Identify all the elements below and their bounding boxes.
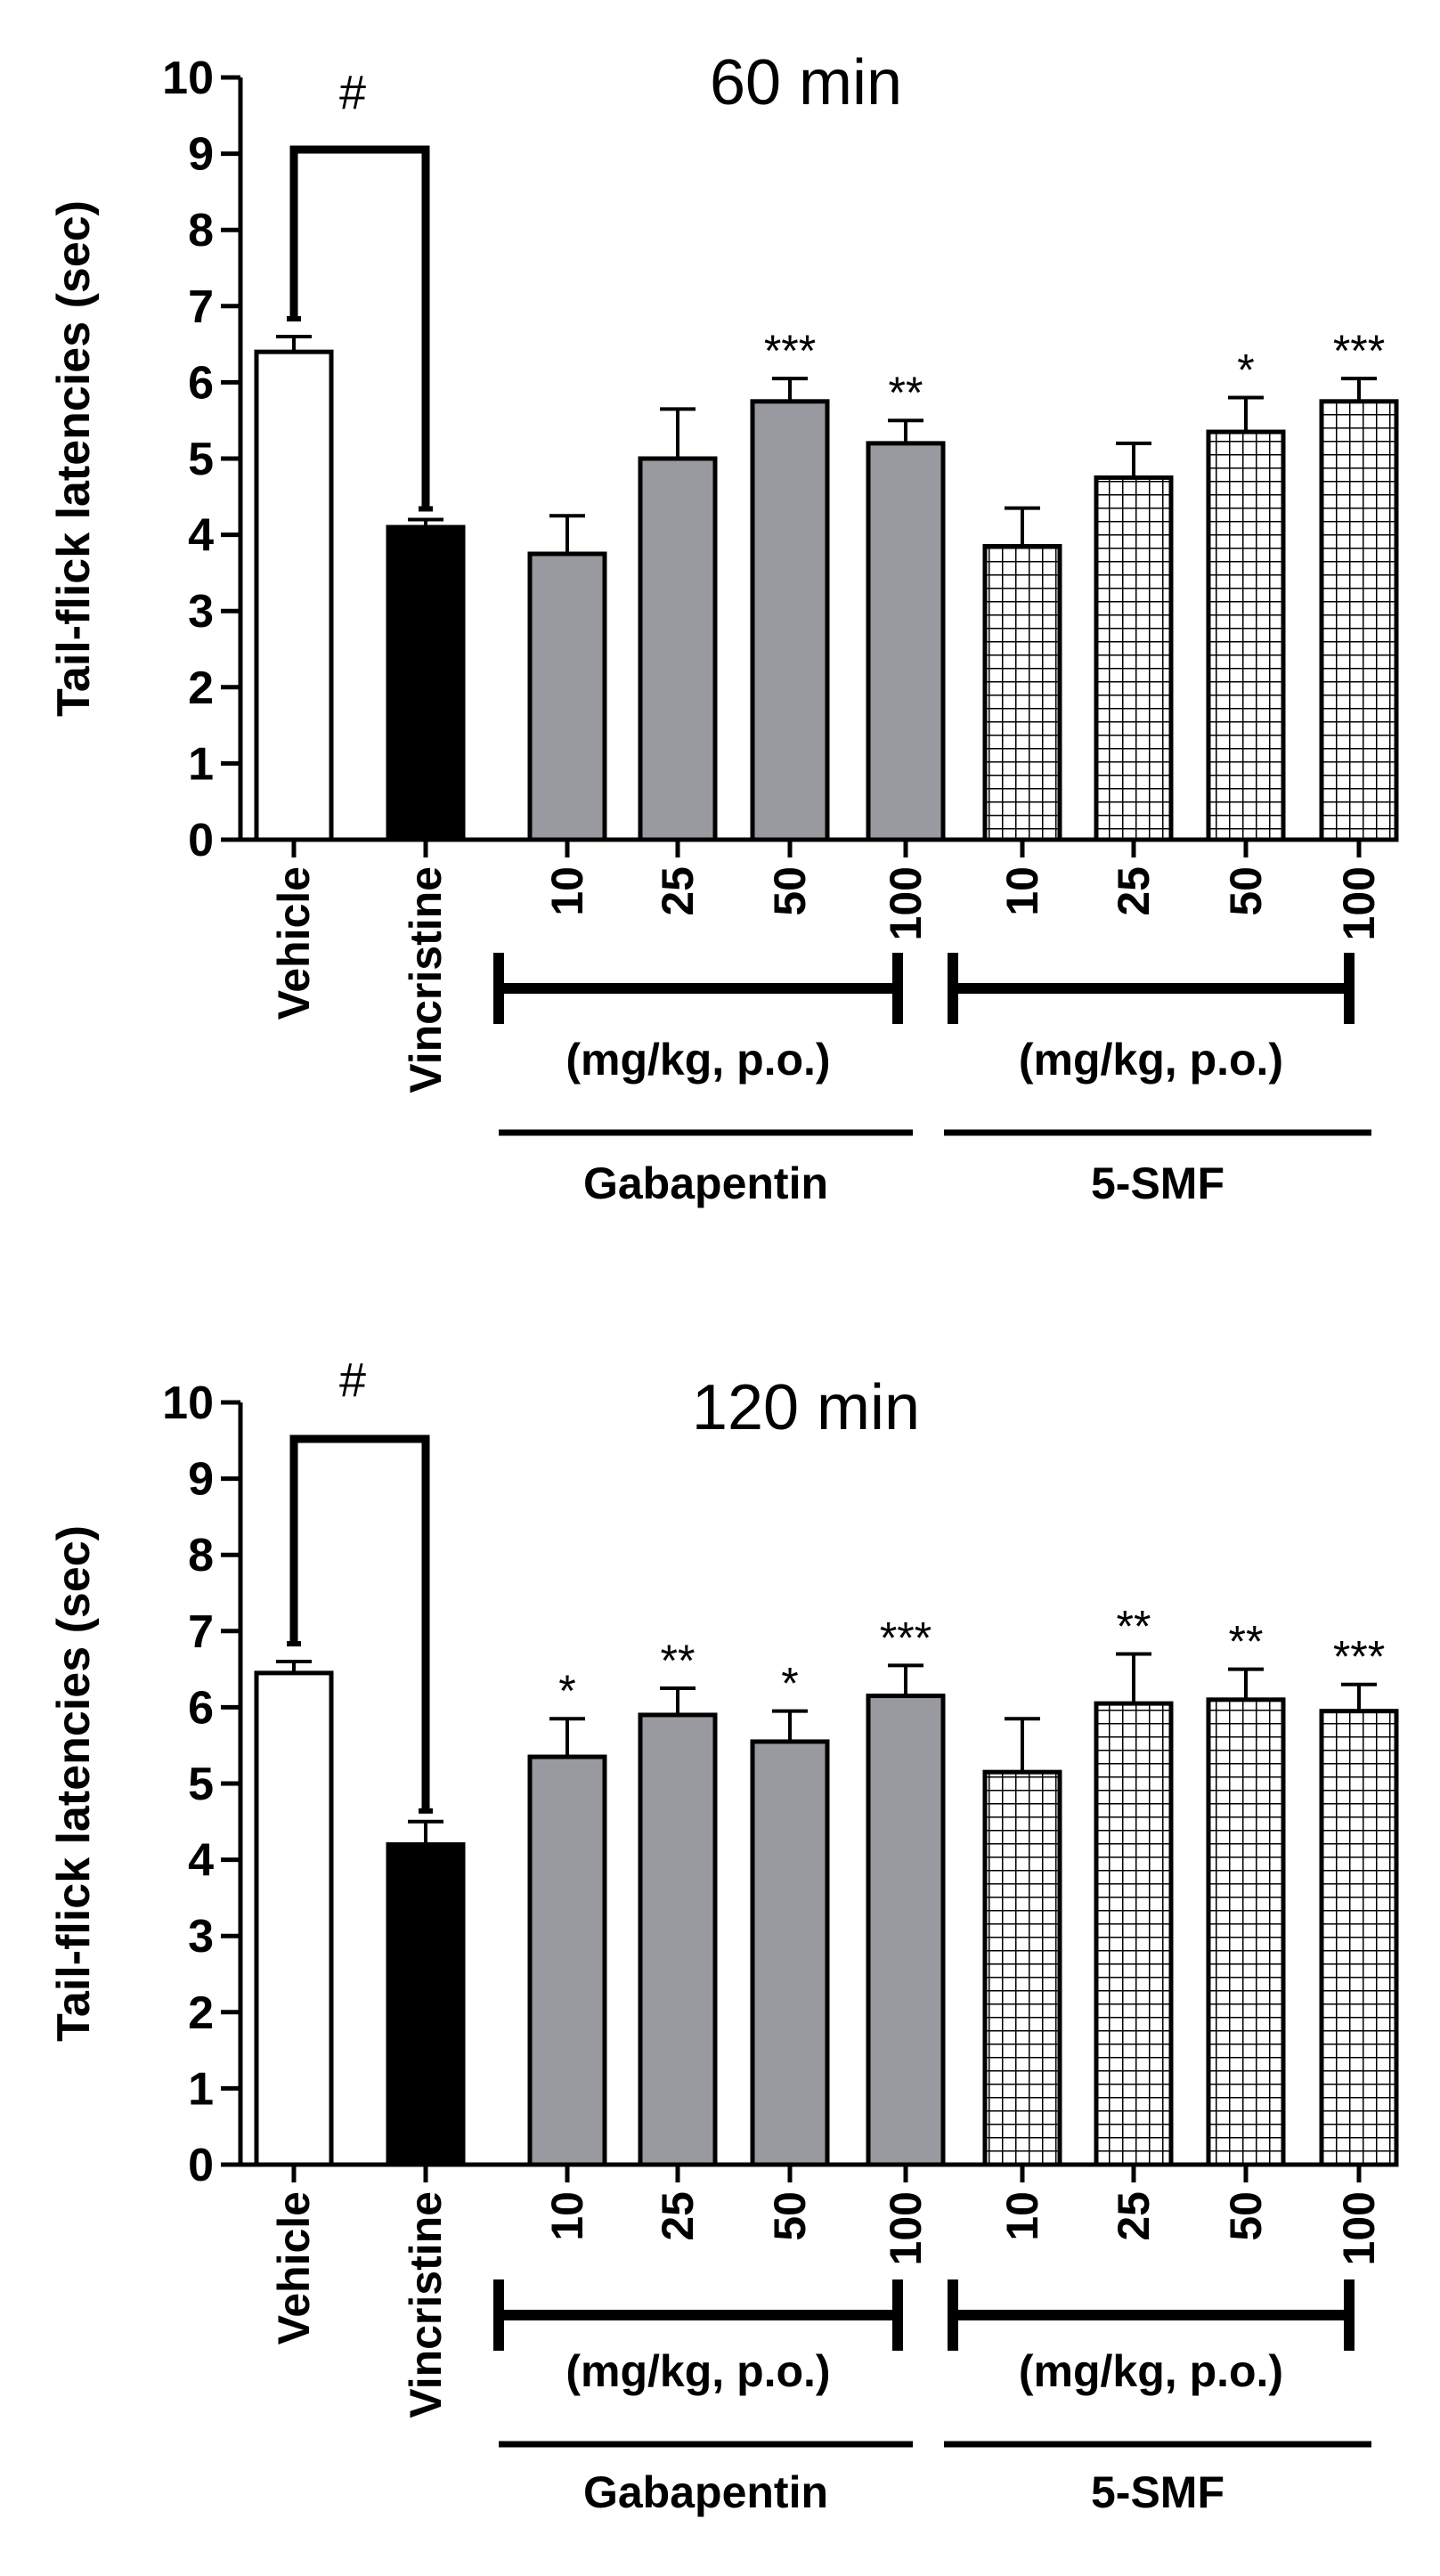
category-label: 25 — [1109, 866, 1159, 916]
category-label: 25 — [653, 866, 703, 916]
y-tick-label: 8 — [188, 1530, 214, 1581]
y-tick-label: 3 — [188, 586, 214, 638]
category-label: 10 — [542, 866, 592, 916]
y-tick-label: 4 — [188, 1835, 214, 1887]
category-label: 50 — [765, 866, 815, 916]
category-label: Vehicle — [269, 2191, 319, 2344]
y-tick-label: 2 — [188, 662, 214, 714]
dose-unit-label: (mg/kg, p.o.) — [1019, 1035, 1283, 1085]
y-tick-label: 5 — [188, 434, 214, 485]
significance-marker: ** — [1229, 1617, 1264, 1667]
y-tick-label: 9 — [188, 129, 214, 181]
category-label: Vincristine — [401, 866, 451, 1093]
bar — [254, 349, 334, 842]
category-label: 100 — [1334, 866, 1384, 940]
bar — [386, 1841, 466, 2167]
y-tick-label: 7 — [188, 281, 214, 333]
dose-unit-label: (mg/kg, p.o.) — [1019, 2346, 1283, 2396]
y-tick-label: 6 — [188, 1682, 214, 1734]
bar — [866, 441, 946, 842]
bar — [1206, 429, 1286, 842]
bar — [982, 1769, 1062, 2167]
chart-title: 120 min — [692, 1372, 920, 1443]
y-tick-label: 5 — [188, 1759, 214, 1810]
significance-marker: * — [1237, 345, 1254, 395]
comparison-marker: # — [339, 1353, 366, 1407]
category-label: 50 — [1221, 2191, 1271, 2241]
group-label: Gabapentin — [583, 2467, 828, 2517]
bar — [1094, 475, 1174, 842]
significance-marker: *** — [764, 326, 816, 376]
bar — [1319, 399, 1399, 842]
category-label: 100 — [1334, 2191, 1384, 2265]
group-label: Gabapentin — [583, 1158, 828, 1208]
bar — [750, 399, 830, 842]
category-label: 10 — [997, 866, 1047, 916]
bar — [527, 1754, 607, 2167]
significance-marker: * — [558, 1666, 575, 1716]
y-tick-label: 8 — [188, 205, 214, 256]
y-tick-label: 7 — [188, 1606, 214, 1658]
bar — [1094, 1701, 1174, 2167]
category-label: Vehicle — [269, 866, 319, 1020]
significance-marker: ** — [889, 368, 923, 418]
bar — [866, 1694, 946, 2167]
chart-title: 60 min — [710, 47, 902, 118]
bar — [750, 1739, 830, 2167]
y-tick-label: 1 — [188, 2063, 214, 2115]
category-label: 50 — [765, 2191, 815, 2241]
bar — [1319, 1709, 1399, 2167]
category-label: Vincristine — [401, 2191, 451, 2418]
y-tick-label: 10 — [162, 1377, 214, 1429]
category-label: 10 — [997, 2191, 1047, 2241]
significance-marker: *** — [1333, 1632, 1385, 1682]
bar — [254, 1670, 334, 2167]
category-label: 25 — [1109, 2191, 1159, 2241]
chart-panel-120-min: 0 1 2 3 4 5 6 7 8 9 10 Tail-flick latencies (sec) 12… — [48, 1353, 1399, 2517]
y-tick-label: 9 — [188, 1454, 214, 1506]
dose-unit-label: (mg/kg, p.o.) — [565, 1035, 830, 1085]
y-tick-label: 0 — [188, 815, 214, 866]
bar — [638, 456, 718, 842]
y-tick-label: 2 — [188, 1987, 214, 2039]
group-label: 5-SMF — [1091, 2467, 1224, 2517]
comparison-bracket — [289, 1434, 430, 1811]
group-label: 5-SMF — [1091, 1158, 1224, 1208]
y-tick-label: 0 — [188, 2140, 214, 2191]
category-label: 100 — [881, 2191, 931, 2265]
chart-panel-60-min: 0 1 2 3 4 5 6 7 8 9 10 Tail-flick latencies (sec) 60… — [48, 47, 1399, 1208]
category-label: 50 — [1221, 866, 1271, 916]
comparison-marker: # — [339, 66, 366, 119]
y-tick-label: 1 — [188, 738, 214, 790]
y-tick-label: 3 — [188, 1911, 214, 1962]
significance-marker: * — [781, 1659, 798, 1709]
y-axis-title: Tail-flick latencies (sec) — [48, 200, 100, 717]
significance-marker: ** — [661, 1636, 696, 1686]
bar — [982, 543, 1062, 842]
bar — [386, 524, 466, 842]
y-tick-label: 10 — [162, 53, 214, 104]
y-axis-title: Tail-flick latencies (sec) — [48, 1525, 100, 2042]
category-label: 25 — [653, 2191, 703, 2241]
comparison-bracket — [289, 145, 430, 509]
y-tick-label: 4 — [188, 510, 214, 562]
bar — [527, 551, 607, 842]
category-label: 100 — [881, 866, 931, 940]
bar — [638, 1712, 718, 2167]
bar — [1206, 1697, 1286, 2167]
significance-marker: *** — [880, 1613, 932, 1662]
category-label: 10 — [542, 2191, 592, 2241]
significance-marker: *** — [1333, 326, 1385, 376]
y-tick-label: 6 — [188, 357, 214, 409]
significance-marker: ** — [1117, 1601, 1151, 1651]
dose-unit-label: (mg/kg, p.o.) — [565, 2346, 830, 2396]
